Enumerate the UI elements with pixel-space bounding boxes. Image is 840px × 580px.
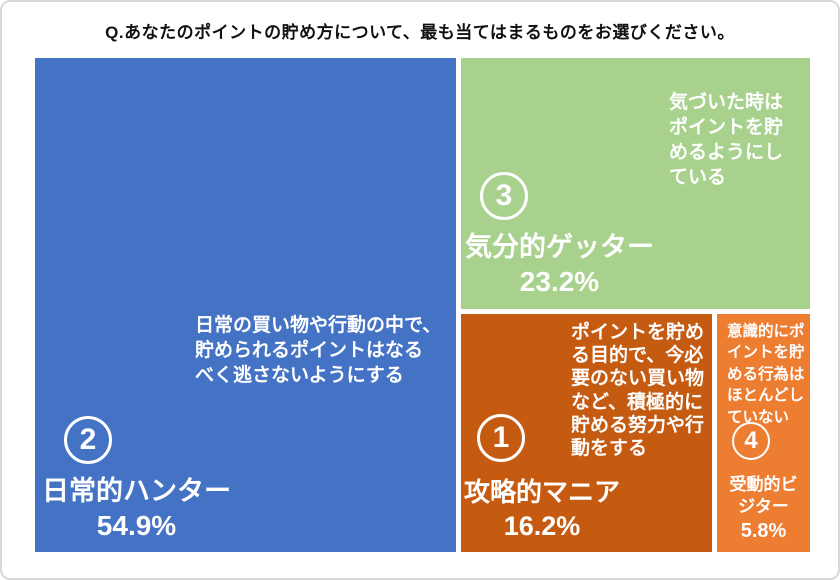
segment-label-block: 気分的ゲッター 23.2%: [465, 230, 654, 299]
segment-percentage: 5.8%: [740, 520, 787, 543]
chart-title: Q.あなたのポイントの貯め方について、最も当てはまるものをお選びください。: [105, 23, 735, 42]
segment-label: 気分的ゲッター: [465, 232, 654, 262]
treemap-segment-strategic-mania: ポイントを貯め る目的で、今必 要のない買い物 など、積極的に 貯める努力や行 …: [461, 314, 712, 552]
segment-percentage: 54.9%: [96, 510, 177, 542]
segment-description: 日常の買い物や行動の中で、 貯められるポイントはなる べく逃さないようにする: [195, 315, 442, 387]
segment-description: 気づいた時は ポイントを貯 めるようにし ている: [669, 92, 784, 189]
segment-label-block: 日常的ハンター 54.9%: [42, 474, 231, 543]
segment-label: 攻略的マニア: [464, 477, 621, 507]
segment-description: ポイントを貯め る目的で、今必 要のない買い物 など、積極的に 貯める努力や行 …: [571, 322, 705, 459]
treemap-segment-mood-getter: 気づいた時は ポイントを貯 めるようにし ている 3 気分的ゲッター 23.2%: [461, 58, 810, 309]
treemap-segment-passive-visitor: 意識的にポ イントを貯 める行為は ほとんどし ていない 4 受動的ビジター 5…: [717, 314, 810, 552]
segment-number-badge: 1: [477, 414, 525, 462]
segment-percentage: 16.2%: [503, 510, 581, 541]
segment-number-badge: 3: [480, 172, 528, 220]
segment-number-badge: 4: [732, 422, 770, 460]
segment-description: 意識的にポ イントを貯 める行為は ほとんどし ていない: [727, 323, 805, 426]
segment-label: 受動的ビジター: [729, 475, 798, 517]
segment-number: 4: [744, 427, 758, 454]
segment-number: 1: [492, 421, 510, 454]
segment-label: 日常的ハンター: [42, 476, 231, 506]
segment-number-badge: 2: [64, 416, 112, 464]
segment-number: 2: [79, 423, 97, 456]
treemap-segment-daily-hunter: 日常の買い物や行動の中で、 貯められるポイントはなる べく逃さないようにする 2…: [35, 58, 456, 552]
segment-label-block: 攻略的マニア 16.2%: [464, 476, 620, 542]
segment-percentage: 23.2%: [519, 266, 600, 298]
segment-label-block: 受動的ビジター 5.8%: [717, 474, 810, 544]
segment-number: 3: [495, 179, 513, 212]
